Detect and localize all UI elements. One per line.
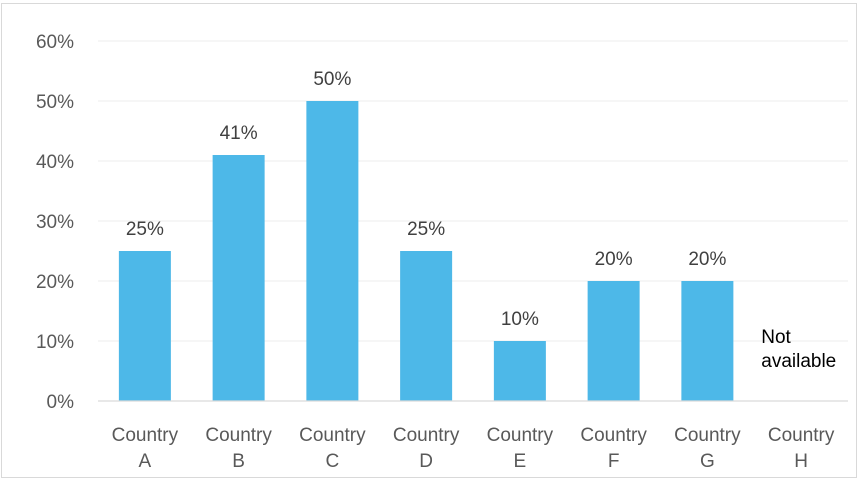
bar: [400, 251, 453, 401]
data-label: 10%: [501, 309, 539, 330]
y-tick-label: 40%: [36, 152, 74, 173]
bar: [493, 341, 546, 401]
data-label: 25%: [126, 219, 164, 240]
data-label: 25%: [407, 219, 445, 240]
x-tick-label: Country: [112, 425, 179, 446]
not-available-annotation: available: [761, 351, 836, 372]
bar: [587, 281, 640, 401]
y-tick-label: 20%: [36, 272, 74, 293]
x-tick-label: H: [794, 451, 808, 472]
x-tick-label: Country: [393, 425, 460, 446]
x-tick-label: Country: [205, 425, 272, 446]
y-tick-label: 60%: [36, 32, 74, 53]
x-tick-label: A: [139, 451, 152, 472]
data-label: 20%: [595, 249, 633, 270]
y-tick-label: 10%: [36, 332, 74, 353]
data-label: 20%: [688, 249, 726, 270]
x-tick-label: Country: [487, 425, 554, 446]
x-tick-label: B: [232, 451, 245, 472]
x-tick-label: G: [700, 451, 715, 472]
bar: [118, 251, 171, 401]
data-label: 50%: [313, 69, 351, 90]
y-tick-label: 30%: [36, 212, 74, 233]
x-tick-label: Country: [580, 425, 647, 446]
x-tick-label: Country: [768, 425, 835, 446]
bar: [306, 101, 359, 401]
x-tick-label: E: [514, 451, 527, 472]
x-tick-label: Country: [299, 425, 366, 446]
data-label: 41%: [220, 123, 258, 144]
x-tick-label: F: [608, 451, 620, 472]
not-available-annotation: Not: [761, 327, 791, 348]
y-tick-label: 0%: [47, 392, 75, 413]
y-tick-label: 50%: [36, 92, 74, 113]
x-tick-label: Country: [674, 425, 741, 446]
bar: [212, 155, 265, 401]
x-tick-label: C: [326, 451, 340, 472]
bar: [681, 281, 734, 401]
x-tick-label: D: [419, 451, 433, 472]
